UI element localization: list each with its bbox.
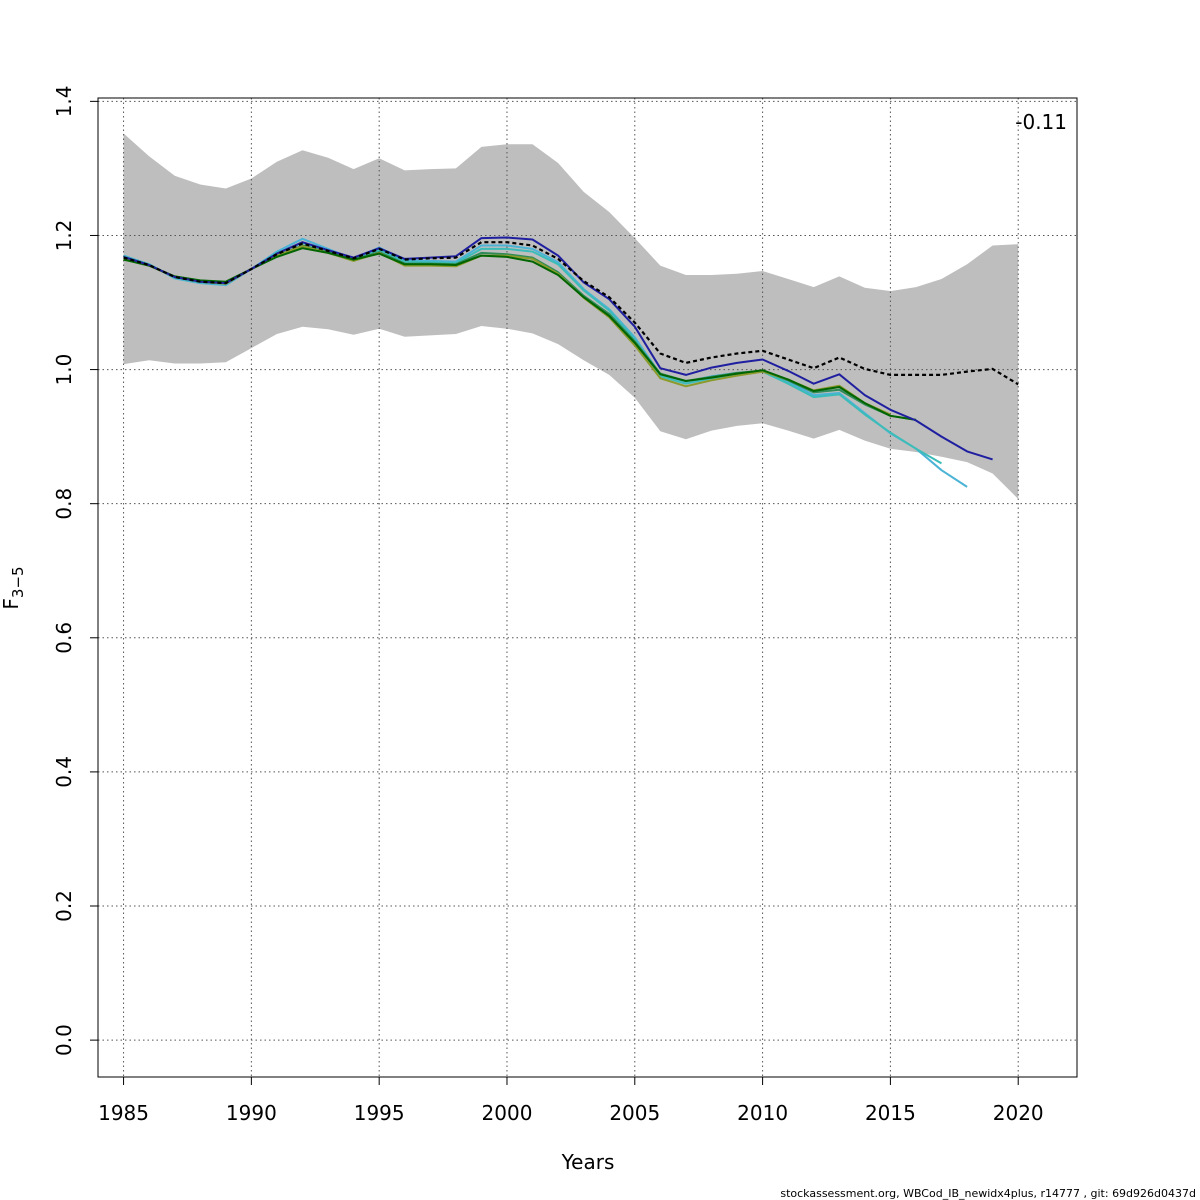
confidence-band	[123, 133, 1019, 499]
y-axis-title: F3−5	[0, 566, 27, 609]
series-layer	[123, 236, 1019, 488]
x-tick-label: 2015	[865, 1101, 916, 1125]
footer-text: stockassessment.org, WBCod_IB_newidx4plu…	[780, 1187, 1196, 1200]
y-axis-title-main: F	[0, 598, 23, 610]
confidence-band-layer	[123, 133, 1019, 499]
plot-frame	[97, 97, 1078, 1078]
x-axis-title: Years	[561, 1150, 615, 1174]
y-tick-label: 1.0	[52, 354, 76, 386]
x-tick-label: 2000	[482, 1101, 533, 1125]
x-tick-label: 1990	[226, 1101, 277, 1125]
x-tick-label: 1995	[354, 1101, 405, 1125]
grid-layer	[98, 98, 1077, 1077]
axis-layer: 1985 1990 1995 2000 2005 2010 2015 2020 0.0 0.2 0.…	[52, 85, 1044, 1125]
x-tick-label: 2010	[737, 1101, 788, 1125]
y-tick-label: 0.6	[52, 622, 76, 654]
y-tick-label: 0.2	[52, 890, 76, 922]
y-axis-title-sub: 3−5	[9, 566, 27, 598]
svg-text:F3−5: F3−5	[0, 566, 27, 609]
y-tick-label: 1.4	[52, 85, 76, 117]
x-tick-label: 2020	[993, 1101, 1044, 1125]
x-tick-label: 2005	[609, 1101, 660, 1125]
series-line-7	[123, 241, 1019, 386]
y-tick-label: 0.0	[52, 1024, 76, 1056]
y-tick-label: 0.8	[52, 488, 76, 520]
y-tick-label: 1.2	[52, 220, 76, 252]
rho-label: -0.11	[1015, 110, 1067, 134]
y-tick-label: 0.4	[52, 756, 76, 788]
x-tick-label: 1985	[98, 1101, 149, 1125]
